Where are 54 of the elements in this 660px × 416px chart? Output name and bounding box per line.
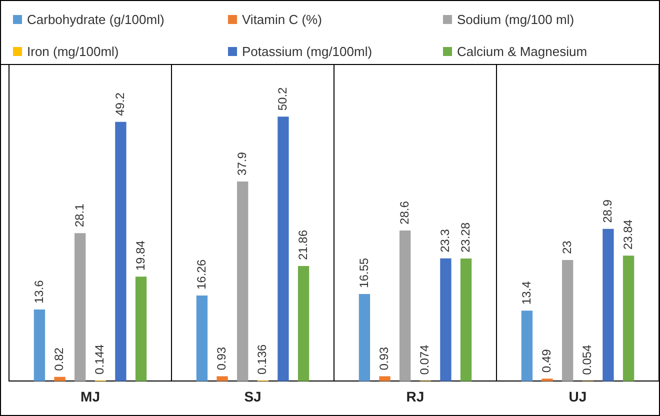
data-label: 16.26 — [194, 259, 208, 290]
data-label: 28.1 — [72, 203, 86, 228]
bar — [460, 258, 472, 382]
bar — [379, 376, 390, 382]
bar — [298, 266, 310, 382]
data-label: 0.074 — [418, 344, 432, 375]
legend-label: Sodium (mg/100 ml) — [457, 12, 574, 28]
data-label: 0.93 — [377, 346, 392, 370]
bar — [358, 294, 370, 382]
bar — [74, 233, 86, 382]
data-label: 21.86 — [296, 230, 310, 260]
bar — [135, 276, 147, 382]
bar — [521, 310, 533, 382]
bar — [622, 256, 634, 382]
bar — [54, 376, 66, 382]
bar — [602, 228, 614, 382]
bar — [562, 260, 574, 382]
x-tick-label: SJ — [244, 388, 262, 404]
legend-label: Vitamin C (%) — [242, 12, 322, 28]
data-label: 16.55 — [356, 258, 371, 288]
bar — [196, 296, 208, 382]
x-tick-label: MJ — [80, 388, 100, 404]
data-label: 23.28 — [458, 222, 472, 253]
bar — [400, 230, 411, 382]
bar — [34, 310, 46, 382]
data-label: 0.136 — [255, 344, 270, 374]
x-tick-label: UJ — [568, 388, 587, 404]
data-label: 0.054 — [580, 344, 594, 375]
data-label: 50.2 — [276, 86, 290, 111]
bar — [216, 376, 228, 382]
data-label: 0.49 — [540, 348, 554, 373]
data-label: 23.84 — [620, 219, 635, 250]
data-label: 13.6 — [32, 280, 46, 304]
x-tick-label: RJ — [406, 388, 424, 404]
legend-label: Carbohydrate (g/100ml) — [27, 12, 164, 28]
legend-label: Calcium & Magnesium — [457, 44, 588, 59]
data-label: 0.93 — [214, 346, 229, 370]
data-label: 0.144 — [92, 344, 107, 374]
data-label: 13.4 — [519, 280, 534, 305]
bar — [237, 181, 248, 382]
data-label: 0.82 — [52, 347, 66, 371]
data-label: 28.9 — [600, 199, 615, 223]
bar — [278, 116, 289, 382]
bar — [115, 122, 126, 382]
bar — [440, 258, 452, 382]
data-label: 19.84 — [133, 240, 148, 271]
legend-label: Iron (mg/100ml) — [27, 44, 119, 59]
data-label: 49.2 — [113, 92, 128, 116]
data-label: 37.9 — [234, 152, 249, 176]
data-label: 28.6 — [397, 200, 412, 224]
bar — [542, 378, 553, 382]
data-label: 23.3 — [438, 228, 452, 252]
data-label: 23 — [560, 240, 574, 254]
legend-label: Potassium (mg/100ml) — [242, 44, 372, 59]
